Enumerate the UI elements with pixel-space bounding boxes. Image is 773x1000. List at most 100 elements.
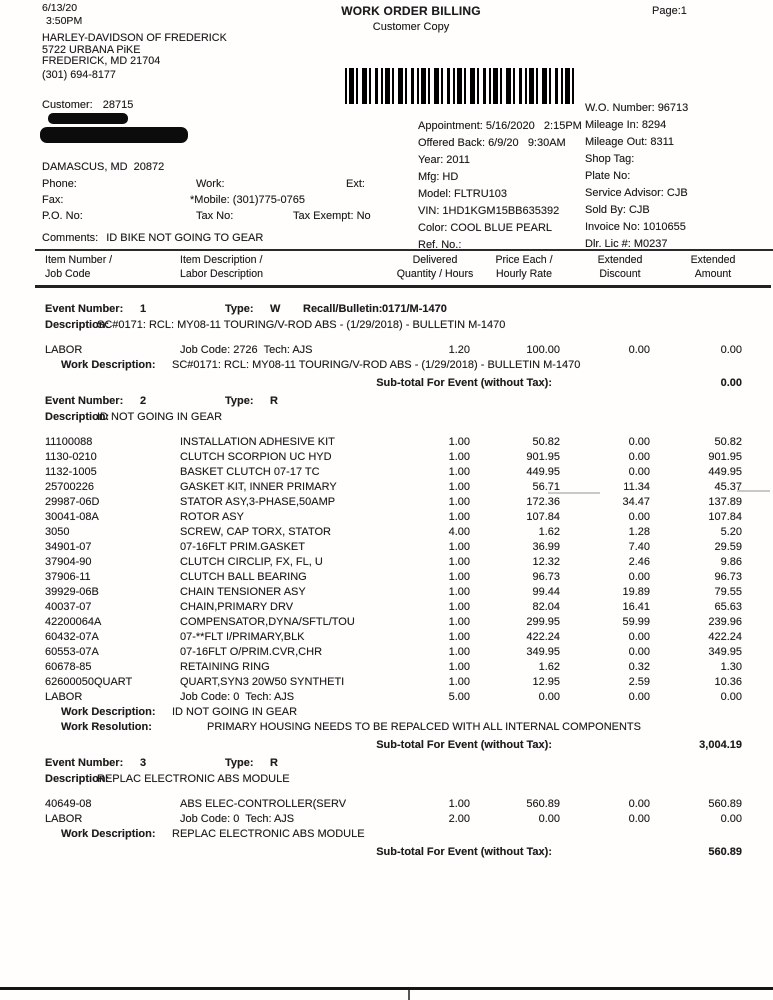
event-subtotal-line: Sub-total For Event (without Tax): 3,004… [45,739,742,755]
info-line: Mfg: HD [418,169,582,186]
extended-discount: 34.47 [622,496,650,508]
quantity: 1.00 [448,511,470,523]
subtotal-value: 560.89 [708,846,742,858]
col-header-price: Price Each / Hourly Rate [495,254,553,280]
extended-discount: 2.46 [628,556,650,568]
item-description: CHAIN,PRIMARY DRV [180,601,294,613]
extended-discount: 1.28 [628,526,650,538]
extended-amount: 65.63 [714,601,742,613]
price-each: 56.71 [532,481,560,493]
extended-amount: 5.20 [720,526,742,538]
subtotal-value: 0.00 [720,377,742,389]
price-each: 12.32 [532,556,560,568]
tax-number-label: Tax No: [196,210,234,222]
event-type-value: R [270,395,278,407]
price-each: 100.00 [526,344,560,356]
info-line: Plate No: [585,168,688,185]
item-description: INSTALLATION ADHESIVE KIT [180,436,335,448]
extended-amount: 560.89 [708,798,742,810]
work-description-label: Work Description: [61,359,156,371]
extended-amount: 1.30 [720,661,742,673]
info-label: Shop Tag: [585,153,635,165]
info-line: Service Advisor: CJB [585,185,688,202]
dealer-phone: (301) 694-8177 [42,68,116,81]
extended-amount: 50.82 [714,436,742,448]
event-type-value: R [270,757,278,769]
work-description-line: Work Description: ID NOT GOING IN GEAR [45,705,742,720]
line-item-row: 30041-08A ROTOR ASY 1.00 107.84 0.00 107… [45,510,742,525]
quantity: 1.00 [448,541,470,553]
page-number: Page:1 [652,5,687,17]
quantity: 1.00 [448,646,470,658]
subtotal-value: 3,004.19 [699,739,742,751]
work-description-label: Work Description: [61,828,156,840]
line-item-row: 42200064A COMPENSATOR,DYNA/SFTL/TOU 1.00… [45,615,742,630]
price-each: 0.00 [538,813,560,825]
info-line: Offered Back: 6/9/20 9:30AM [418,135,582,152]
extended-discount: 0.32 [628,661,650,673]
extended-amount: 137.89 [708,496,742,508]
info-value: 1010655 [643,221,686,233]
price-each: 560.89 [526,798,560,810]
info-label: Service Advisor: [585,187,664,199]
print-datetime: 6/13/20 3:50PM [42,2,82,28]
line-item-row: LABOR Job Code: 0 Tech: AJS 5.00 0.00 0.… [45,690,742,705]
event-section: Event Number: 3 Type: R Description: REP… [45,757,742,862]
phone-label: Phone: [42,178,77,190]
info-value: CJB [666,187,688,199]
customer-number: 28715 [102,99,134,111]
info-label: Sold By: [585,204,626,216]
scan-artifact [548,492,600,494]
subtotal-label: Sub-total For Event (without Tax): [376,846,552,858]
event-header: Event Number: 3 Type: R [45,757,742,773]
event-number-label: Event Number: [45,395,124,407]
extended-amount: 449.95 [708,466,742,478]
info-value: HD [442,171,459,183]
work-description-line: Work Description: SC#0171: RCL: MY08-11 … [45,358,742,373]
description-value: REPLAC ELECTRONIC ABS MODULE [97,773,290,785]
quantity: 1.00 [448,496,470,508]
dealer-street: 5722 URBANA PiKE [42,43,141,56]
line-item-row: LABOR Job Code: 2726 Tech: AJS 1.20 100.… [45,343,742,358]
item-description: CHAIN TENSIONER ASY [180,586,306,598]
quantity: 1.00 [448,616,470,628]
line-items: 11100088 INSTALLATION ADHESIVE KIT 1.00 … [45,435,742,705]
extended-amount: 422.24 [708,631,742,643]
line-item-row: 60432-07A 07-**FLT I/PRIMARY,BLK 1.00 42… [45,630,742,645]
item-description: ABS ELEC-CONTROLLER(SERV [180,798,347,810]
extended-amount: 96.73 [714,571,742,583]
event-number-value: 1 [140,303,147,315]
quantity: 1.20 [448,344,470,356]
line-item-row: 37904-90 CLUTCH CIRCLIP, FX, FL, U 1.00 … [45,555,742,570]
item-number: 1130-0210 [45,451,97,463]
quantity: 2.00 [448,813,470,825]
info-line: Year: 2011 [418,152,582,169]
description-label: Description: [45,773,110,785]
tax-exempt: Tax Exempt: No [293,210,371,222]
info-line: Mileage In: 8294 [585,117,688,134]
item-number: 37904-90 [45,556,92,568]
item-number: LABOR [45,813,83,825]
work-order-info-left: Appointment: 5/16/2020 2:15PM Offered Back… [418,118,582,254]
item-number: 3050 [45,526,70,538]
work-resolution-line: Work Resolution: PRIMARY HOUSING NEEDS T… [45,720,742,735]
col-header-description: Item Description / Labor Description [180,254,264,280]
po-number-label: P.O. No: [42,210,83,222]
info-line: Color: COOL BLUE PEARL [418,220,582,237]
events-list: Event Number: 1 Type: W Recall/Bulletin:… [45,296,742,862]
info-label: Year: [418,154,444,166]
price-each: 0.00 [538,691,560,703]
item-description: ROTOR ASY [180,511,244,523]
info-value: 6/9/20 9:30AM [488,137,566,149]
item-number: 40037-07 [45,601,92,613]
extended-discount: 19.89 [622,586,650,598]
event-header: Event Number: 1 Type: W Recall/Bulletin:… [45,303,742,319]
line-item-row: 40037-07 CHAIN,PRIMARY DRV 1.00 82.04 16… [45,600,742,615]
price-each: 107.84 [526,511,560,523]
divider-top [35,249,773,251]
extended-discount: 2.59 [628,676,650,688]
quantity: 1.00 [448,798,470,810]
event-section: Event Number: 1 Type: W Recall/Bulletin:… [45,303,742,393]
event-description-line: Description: ID NOT GOING IN GEAR [45,411,742,427]
